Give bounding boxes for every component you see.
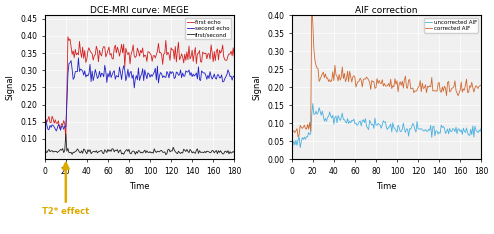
second echo <box>53 130 59 132</box>
first echo <box>63 137 69 140</box>
uncorrected AIF <box>310 102 316 105</box>
first/second <box>43 150 49 153</box>
uncorrected AIF <box>290 144 296 147</box>
second echo <box>212 77 218 80</box>
uncorrected AIF <box>474 130 480 133</box>
first echo <box>67 38 73 40</box>
uncorrected AIF <box>314 113 320 116</box>
first/second <box>116 151 122 154</box>
Line: second echo: second echo <box>46 58 234 131</box>
second echo <box>46 128 52 131</box>
second echo <box>231 76 237 79</box>
first echo <box>65 35 71 38</box>
Line: first/second: first/second <box>46 134 234 155</box>
uncorrected AIF <box>331 123 337 126</box>
first/second <box>46 148 52 151</box>
Line: uncorrected AIF: uncorrected AIF <box>293 104 481 148</box>
corrected AIF <box>474 86 480 88</box>
first/second <box>227 150 233 153</box>
uncorrected AIF <box>478 127 484 129</box>
corrected AIF <box>309 4 315 7</box>
Legend: first echo, second echo, first/second: first echo, second echo, first/second <box>185 18 232 39</box>
corrected AIF <box>293 129 299 132</box>
first echo <box>212 59 218 62</box>
first/second <box>163 153 169 156</box>
first echo <box>46 115 52 118</box>
Text: T2* effect: T2* effect <box>42 163 89 216</box>
corrected AIF <box>290 130 296 133</box>
uncorrected AIF <box>293 139 299 142</box>
Y-axis label: Signal: Signal <box>252 74 261 100</box>
corrected AIF <box>459 91 465 94</box>
first echo <box>84 58 90 60</box>
second echo <box>84 73 90 76</box>
corrected AIF <box>295 135 301 138</box>
Line: corrected AIF: corrected AIF <box>293 6 481 137</box>
corrected AIF <box>331 79 337 82</box>
second echo <box>66 62 72 65</box>
first echo <box>117 55 123 58</box>
corrected AIF <box>314 66 320 69</box>
second echo <box>43 118 49 121</box>
Title: AIF correction: AIF correction <box>355 6 418 15</box>
first/second <box>66 151 72 154</box>
Legend: uncorrected AIF, corrected AIF: uncorrected AIF, corrected AIF <box>423 18 479 33</box>
second echo <box>227 75 233 78</box>
Y-axis label: Signal: Signal <box>5 74 14 100</box>
first echo <box>43 119 49 121</box>
first/second <box>231 151 237 154</box>
X-axis label: Time: Time <box>129 182 150 190</box>
first/second <box>63 132 69 135</box>
Line: first echo: first echo <box>46 37 234 139</box>
second echo <box>76 56 82 59</box>
uncorrected AIF <box>297 146 303 149</box>
uncorrected AIF <box>364 125 370 128</box>
first echo <box>231 56 237 59</box>
second echo <box>117 66 123 69</box>
corrected AIF <box>364 76 370 78</box>
first echo <box>227 53 233 55</box>
Title: DCE-MRI curve: MEGE: DCE-MRI curve: MEGE <box>90 6 189 15</box>
first/second <box>83 151 89 154</box>
first/second <box>212 150 218 153</box>
corrected AIF <box>478 83 484 86</box>
X-axis label: Time: Time <box>376 182 397 190</box>
uncorrected AIF <box>459 133 465 136</box>
